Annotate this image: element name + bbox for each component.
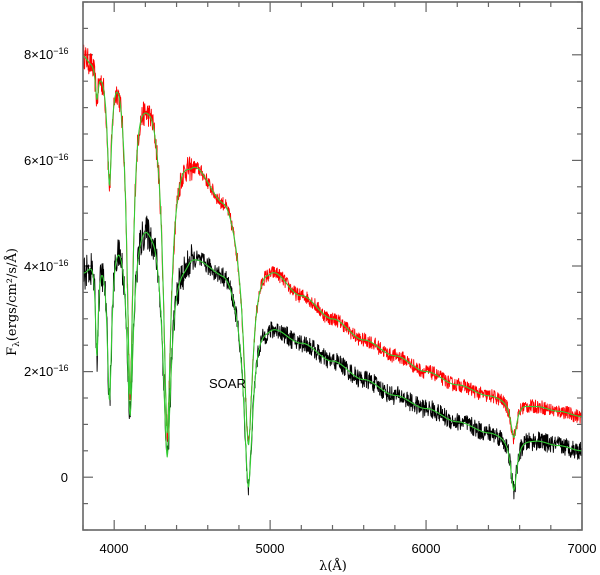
x-tick-labels: 4000 5000 6000 7000 xyxy=(100,541,597,556)
y-tick-2e-16: 2×10−16 xyxy=(24,363,69,379)
lower-fit-line xyxy=(82,231,582,491)
x-axis-label: λ(Å) xyxy=(319,558,347,574)
plot-frame xyxy=(82,1,583,531)
y-tick-0: 0 xyxy=(61,470,68,485)
axis-ticks xyxy=(82,1,583,531)
y-tick-8e-16: 8×10−16 xyxy=(24,46,69,62)
x-tick-6000: 6000 xyxy=(412,541,441,556)
x-tick-5000: 5000 xyxy=(256,541,285,556)
y-tick-labels: 0 2×10−16 4×10−16 6×10−16 8×10−16 xyxy=(24,46,69,485)
x-tick-4000: 4000 xyxy=(100,541,129,556)
y-tick-4e-16: 4×10−16 xyxy=(24,258,69,274)
soar-annotation: SOAR xyxy=(209,376,246,391)
x-tick-7000: 7000 xyxy=(568,541,597,556)
y-axis-label: Fλ(ergs/cm²/s/Å) xyxy=(4,248,22,356)
lower-spectrum-line xyxy=(82,215,583,500)
upper-fit-line xyxy=(82,55,582,446)
plot-area xyxy=(82,44,583,500)
upper-spectrum-line xyxy=(82,44,583,445)
y-tick-6e-16: 6×10−16 xyxy=(24,152,69,168)
